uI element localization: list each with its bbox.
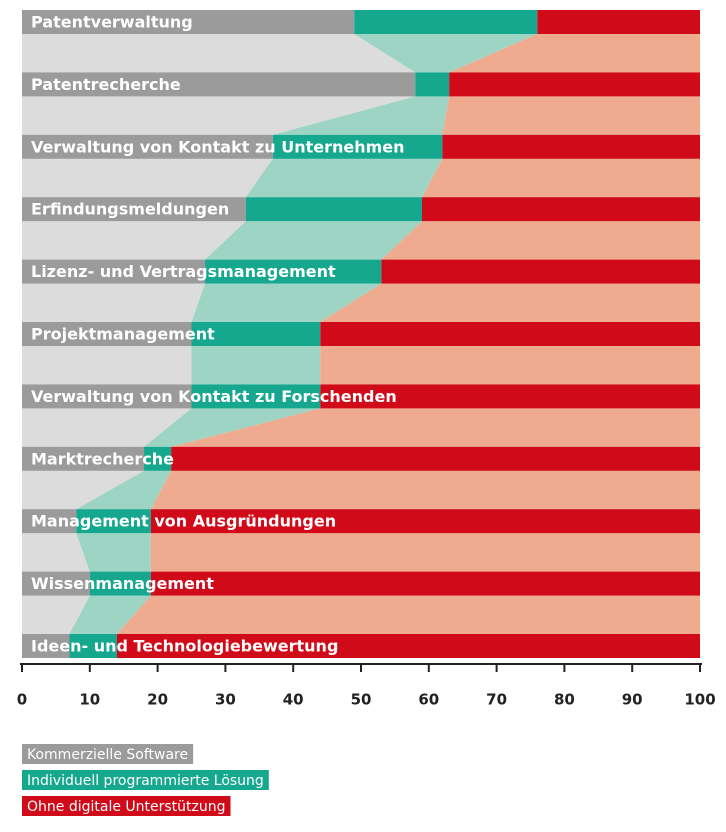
category-label: Marktrecherche bbox=[31, 449, 174, 468]
legend-label: Ohne digitale Unterstützung bbox=[27, 799, 226, 815]
bar-segment bbox=[22, 446, 145, 471]
x-tick-label: 80 bbox=[554, 691, 575, 709]
connector-band bbox=[22, 346, 192, 385]
connector-band bbox=[69, 595, 151, 634]
bar-segment bbox=[116, 634, 701, 658]
bar-segment bbox=[272, 134, 443, 159]
x-tick-label: 20 bbox=[147, 691, 168, 709]
bar-segment bbox=[171, 446, 700, 471]
bar-segment bbox=[76, 509, 151, 534]
category-label: Patentrecherche bbox=[31, 75, 181, 94]
category-label: Projektmanagement bbox=[31, 325, 215, 344]
bar-segment bbox=[22, 634, 70, 658]
bar-segment bbox=[320, 384, 700, 409]
connector-band bbox=[22, 595, 90, 634]
x-tick-label: 90 bbox=[622, 691, 643, 709]
x-tick-label: 70 bbox=[486, 691, 507, 709]
category-label: Verwaltung von Kontakt zu Forschenden bbox=[31, 387, 397, 406]
connector-band bbox=[191, 283, 382, 322]
connector-band bbox=[22, 408, 192, 447]
connector-band bbox=[76, 533, 151, 572]
legend-swatch bbox=[22, 796, 231, 816]
bar-segment bbox=[415, 72, 450, 97]
legend-swatch bbox=[22, 770, 269, 790]
bar-segment bbox=[381, 259, 700, 284]
x-tick-label: 100 bbox=[684, 691, 715, 709]
bar-segment bbox=[22, 134, 273, 159]
bar-segment bbox=[22, 259, 206, 284]
bar-segment bbox=[22, 509, 77, 534]
bar-segment bbox=[537, 10, 700, 34]
connector-band bbox=[422, 158, 700, 198]
connector-band bbox=[171, 408, 700, 447]
connector-band bbox=[116, 595, 701, 634]
connector-band bbox=[272, 96, 450, 135]
category-label: Management von Ausgründungen bbox=[31, 512, 336, 531]
bar-segment bbox=[22, 571, 90, 596]
connector-band bbox=[76, 470, 172, 510]
connector-band bbox=[144, 408, 321, 447]
connector-band bbox=[354, 34, 538, 73]
x-tick-label: 40 bbox=[283, 691, 304, 709]
bar-segment bbox=[150, 509, 700, 534]
connector-band bbox=[150, 470, 700, 510]
x-tick-label: 10 bbox=[79, 691, 100, 709]
connector-band bbox=[320, 346, 700, 385]
bar-segment bbox=[22, 384, 192, 409]
connector-band bbox=[22, 470, 145, 510]
bar-segment bbox=[191, 384, 321, 409]
category-label: Ideen- und Technologiebewertung bbox=[31, 637, 338, 656]
connector-band bbox=[245, 158, 443, 198]
bar-segment bbox=[22, 197, 246, 222]
connector-band bbox=[22, 533, 90, 572]
category-label: Patentverwaltung bbox=[31, 13, 193, 32]
bar-segment bbox=[354, 10, 538, 34]
bar-segment bbox=[320, 322, 700, 346]
bar-segment bbox=[150, 571, 700, 596]
bar-segment bbox=[422, 197, 700, 222]
bar-segment bbox=[69, 634, 117, 658]
legend-label: Individuell programmierte Lösung bbox=[27, 773, 264, 789]
connector-band bbox=[22, 34, 416, 73]
bar-segment bbox=[449, 72, 700, 97]
connector-band bbox=[150, 533, 700, 572]
legend-swatch bbox=[22, 744, 194, 764]
connector-band bbox=[191, 346, 321, 385]
bar-segment bbox=[205, 259, 382, 284]
bar-segment bbox=[191, 322, 321, 346]
connector-band bbox=[22, 283, 206, 322]
category-label: Verwaltung von Kontakt zu Unternehmen bbox=[31, 137, 405, 156]
connector-band bbox=[205, 221, 423, 260]
bar-segment bbox=[89, 571, 151, 596]
x-tick-label: 30 bbox=[215, 691, 236, 709]
category-label: Lizenz- und Vertragsmanagement bbox=[31, 262, 336, 281]
bar-segment bbox=[22, 10, 355, 34]
bar-segment bbox=[144, 446, 172, 471]
x-tick-label: 60 bbox=[418, 691, 439, 709]
x-tick-label: 0 bbox=[17, 691, 27, 709]
bar-segment bbox=[22, 72, 416, 97]
connector-band bbox=[320, 283, 700, 322]
connector-band bbox=[22, 96, 416, 135]
connector-band bbox=[22, 158, 273, 198]
category-label: Wissenmanagement bbox=[31, 574, 214, 593]
bar-segment bbox=[245, 197, 423, 222]
bar-segment bbox=[22, 322, 192, 346]
x-tick-label: 50 bbox=[351, 691, 372, 709]
bar-segment bbox=[442, 134, 700, 159]
connector-band bbox=[22, 221, 246, 260]
category-label: Erfindungsmeldungen bbox=[31, 200, 229, 219]
connector-band bbox=[442, 96, 700, 135]
connector-band bbox=[381, 221, 700, 260]
legend-label: Kommerzielle Software bbox=[27, 747, 188, 763]
connector-band bbox=[449, 34, 700, 73]
